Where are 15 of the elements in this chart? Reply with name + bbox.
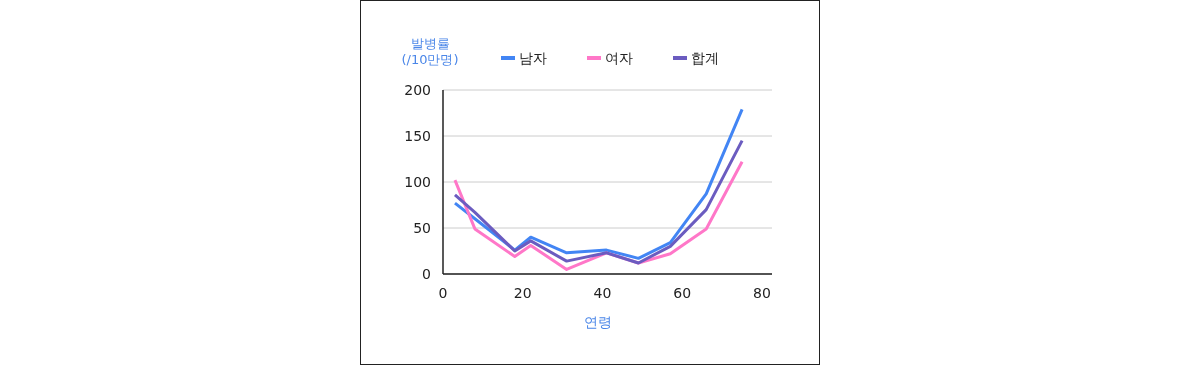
legend-label: 합계: [691, 50, 719, 66]
y-tick-label: 150: [404, 128, 431, 144]
legend-label: 여자: [605, 50, 633, 66]
y-tick-label: 200: [404, 82, 431, 98]
y-tick-label: 100: [404, 174, 431, 190]
y-axis-title: 발병률 (/10만명): [401, 36, 459, 67]
x-tick-label: 40: [593, 285, 612, 301]
legend-label: 남자: [519, 50, 547, 66]
x-tick-label: 80: [753, 285, 771, 301]
x-axis-title: 연령: [583, 314, 612, 330]
x-tick-label: 20: [513, 285, 532, 301]
x-tick-label: 0: [438, 285, 448, 301]
y-tick-label: 50: [413, 220, 431, 236]
y-tick-label: 0: [422, 266, 431, 282]
x-tick-label: 60: [673, 285, 692, 301]
